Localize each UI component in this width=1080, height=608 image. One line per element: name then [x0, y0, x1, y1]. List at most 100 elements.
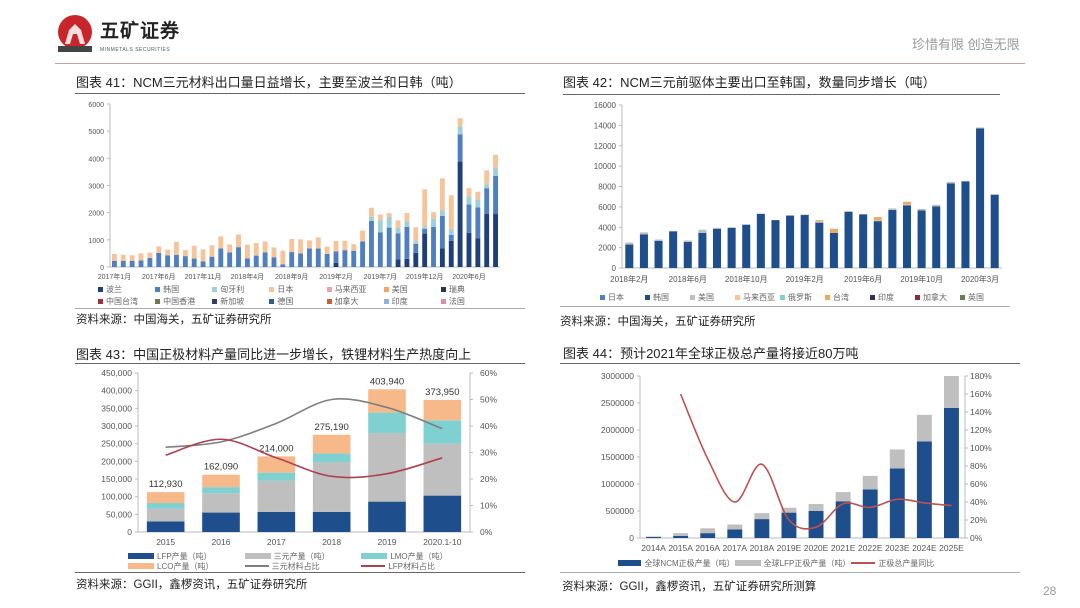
brand-name-en: MINMETALS SECURITIES	[100, 47, 171, 53]
bar-segment	[253, 255, 259, 267]
y-tick-label: 14000	[594, 121, 617, 130]
legend-label: 韩国	[653, 292, 669, 302]
x-tick-label: 2018年9月	[275, 272, 308, 281]
legend-swatch	[780, 294, 785, 300]
tagline: 珍惜有限 创造无限	[912, 37, 1020, 52]
bar-segment	[683, 240, 692, 243]
chart-42-legend: 日本 韩国 美国 马来西亚 俄罗斯 台湾 印度 加拿大 英国	[600, 291, 1005, 303]
legend-item: 英国	[960, 291, 1005, 303]
legend-swatch	[212, 298, 218, 304]
x-tick-label: 2018A	[750, 543, 775, 553]
chart-41-source: 资料来源：中国海关，五矿证券研究所	[76, 314, 272, 326]
bar-segment	[182, 250, 188, 257]
bar-segment	[835, 492, 851, 502]
bar-segment	[395, 233, 401, 260]
legend-label: 中国香港	[163, 296, 196, 306]
series-line	[165, 438, 443, 479]
bar-segment	[700, 528, 716, 534]
legend-swatch	[383, 286, 389, 292]
legend-label: 马来西亚	[334, 284, 367, 294]
chart-44-title: 图表 44：预计2021年全球正极总产量将接近80万吨	[563, 346, 859, 361]
data-label: 112,930	[149, 479, 183, 490]
bar-segment	[138, 253, 144, 261]
bar-segment	[862, 489, 878, 538]
bar-segment	[360, 241, 366, 267]
legend-item: 瑞典	[440, 283, 498, 295]
bar-segment	[639, 232, 648, 235]
brand-name: 五矿证券	[100, 21, 181, 42]
bar-segment	[182, 256, 188, 267]
bar-segment	[902, 201, 912, 205]
legend-item: 马来西亚	[735, 291, 780, 303]
y2-tick-label: 40%	[970, 497, 987, 507]
bar-segment	[493, 154, 499, 168]
bar-segment	[902, 205, 912, 268]
legend-swatch	[244, 565, 269, 567]
bar-segment	[873, 221, 882, 268]
legend-item: 匈牙利	[212, 283, 269, 295]
y-tick-label: 0	[629, 533, 634, 543]
bar-segment	[669, 230, 678, 232]
bar-segment	[289, 239, 295, 253]
bar-segment	[484, 170, 490, 185]
chart-44-title-rule	[560, 363, 1020, 364]
bar-segment	[324, 253, 330, 267]
chart-41-legend: 波兰 韩国 匈牙利 日本 马来西亚 美国 瑞典 中国台湾 中国香港 新加坡 德国 加拿大 印度 法国	[98, 283, 498, 307]
series-line	[679, 393, 952, 530]
y-tick-label: 2000000	[601, 425, 634, 435]
y-tick-label: 100,000	[101, 492, 132, 502]
bar-segment	[244, 258, 250, 267]
bar-segment	[493, 214, 499, 267]
x-tick-label: 2014A	[641, 543, 666, 553]
chart-43-title-rule	[75, 363, 525, 364]
bar-segment	[932, 206, 941, 268]
bar-segment	[413, 243, 419, 253]
legend-swatch	[440, 298, 446, 304]
y-tick-label: 8000	[598, 183, 616, 192]
y2-tick-label: 80%	[970, 461, 987, 471]
bar-segment	[386, 213, 392, 217]
bar-segment	[257, 472, 296, 481]
y2-tick-label: 10%	[480, 501, 497, 511]
bar-segment	[312, 511, 351, 532]
bar-segment	[306, 240, 312, 249]
legend-swatch	[361, 553, 388, 559]
y2-tick-label: 180%	[970, 371, 992, 381]
data-label: 373,950	[425, 387, 459, 398]
bar-segment	[423, 495, 462, 532]
bar-segment	[413, 252, 419, 267]
y-tick-label: 50,000	[106, 509, 132, 519]
legend-swatch	[98, 286, 103, 292]
y-tick-label: 250,000	[101, 439, 132, 449]
bar-segment	[156, 252, 162, 267]
bar-segment	[165, 249, 171, 256]
legend-item: 全球NCM正极产量（吨）	[618, 557, 735, 569]
legend-item: 三元产量（吨）	[244, 551, 362, 561]
bar-segment	[289, 252, 295, 267]
bar-segment	[859, 214, 868, 215]
bar-segment	[257, 456, 296, 473]
bar-segment	[351, 244, 357, 251]
bar-segment	[395, 227, 401, 234]
y-tick-label: 150,000	[101, 474, 132, 484]
legend-swatch	[98, 298, 103, 304]
bar-segment	[257, 511, 296, 532]
y-tick-label: 6000	[88, 102, 104, 109]
bar-segment	[889, 449, 905, 469]
bar-segment	[423, 420, 462, 444]
bar-segment	[944, 376, 959, 408]
legend-swatch	[600, 294, 605, 300]
chart-42-bottom-rule	[560, 306, 1010, 307]
bar-segment	[138, 260, 144, 267]
x-tick-label: 2020E	[804, 543, 829, 553]
bar-segment	[312, 434, 351, 454]
bar-segment	[493, 175, 499, 215]
chart-43-title: 图表 43：中国正极材料产量同比进一步增长，铁锂材料生产热度向上	[76, 347, 472, 362]
legend-swatch	[155, 286, 161, 292]
y2-tick-label: 30%	[480, 448, 497, 458]
bar-segment	[111, 253, 117, 261]
y2-tick-label: 100%	[970, 443, 992, 453]
legend-swatch	[155, 298, 161, 304]
legend-item: 加拿大	[326, 295, 384, 307]
